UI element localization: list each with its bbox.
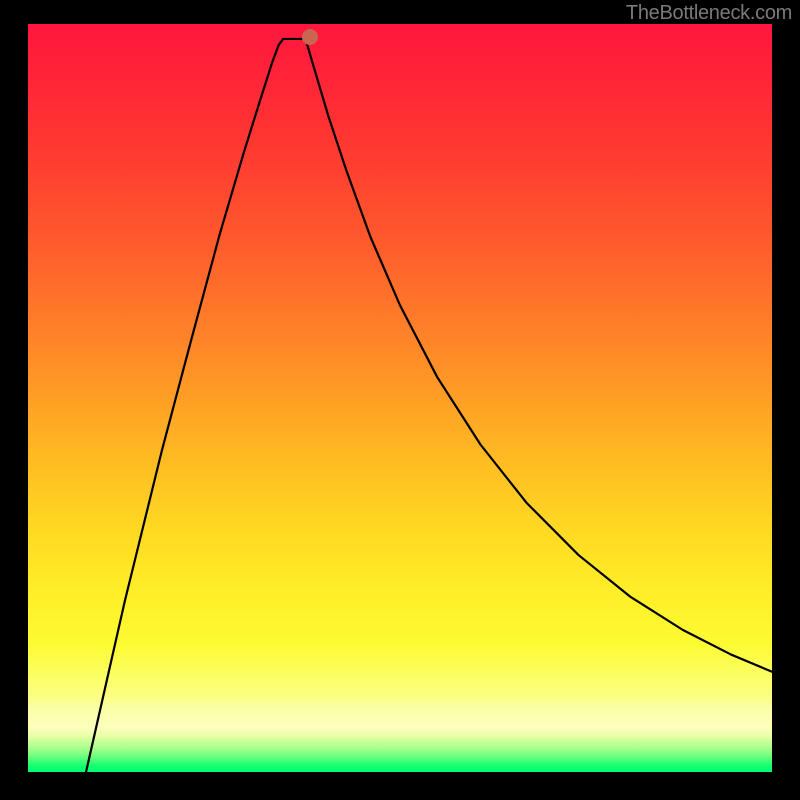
plot-container [28, 24, 772, 772]
watermark-text: TheBottleneck.com [626, 2, 792, 25]
optimum-marker [302, 29, 318, 45]
gradient-background [28, 24, 772, 772]
plot-svg [28, 24, 772, 772]
